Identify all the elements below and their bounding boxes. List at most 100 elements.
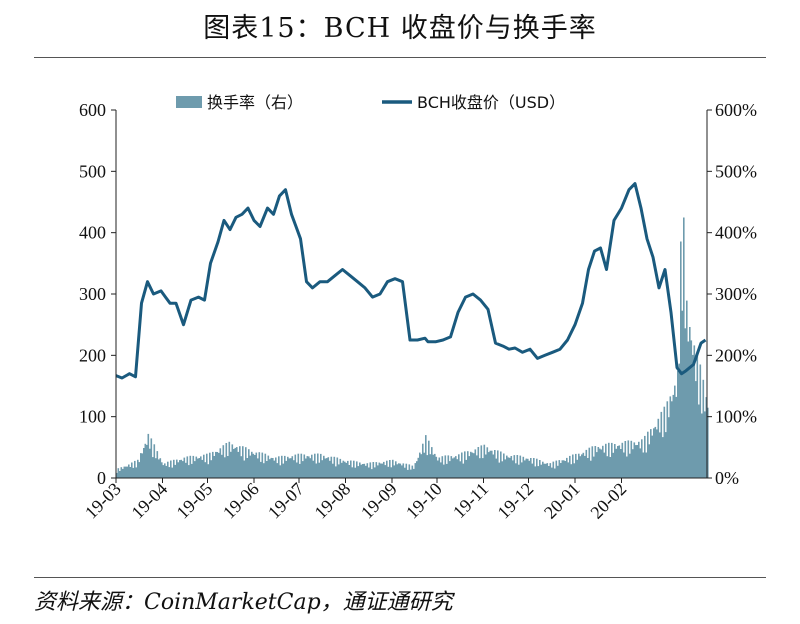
turnover-bar	[282, 463, 285, 478]
turnover-bar	[257, 458, 259, 478]
turnover-bar	[581, 454, 583, 478]
turnover-bar	[540, 464, 543, 478]
turnover-bar	[410, 469, 412, 478]
turnover-bar	[677, 371, 679, 478]
turnover-bar	[530, 458, 532, 478]
turnover-bar	[449, 461, 451, 478]
turnover-bar	[425, 435, 427, 478]
turnover-bar	[200, 456, 202, 478]
turnover-bar	[365, 465, 367, 478]
bottom-rule	[34, 577, 766, 578]
turnover-bar	[345, 462, 348, 478]
turnover-bar	[231, 444, 234, 478]
turnover-bar	[578, 453, 580, 478]
turnover-bar	[480, 445, 483, 478]
turnover-bar	[611, 442, 613, 478]
turnover-bar	[134, 460, 136, 478]
turnover-bar	[356, 461, 358, 478]
turnover-bar	[549, 463, 552, 478]
turnover-bar	[638, 441, 640, 478]
y-right-tick-label: 500%	[715, 161, 757, 181]
turnover-bar	[701, 413, 703, 478]
turnover-bar	[296, 462, 298, 478]
turnover-bar	[623, 452, 625, 478]
turnover-bar	[372, 462, 375, 478]
turnover-bar	[375, 462, 378, 478]
turnover-bar	[648, 444, 651, 478]
turnover-bar	[245, 447, 247, 478]
turnover-bar	[602, 445, 604, 478]
turnover-bar	[153, 444, 156, 478]
turnover-bar	[179, 460, 181, 478]
turnover-bar	[695, 381, 697, 478]
turnover-bar	[434, 453, 436, 478]
turnover-bar	[164, 463, 166, 478]
turnover-bar	[705, 397, 708, 478]
turnover-bar	[174, 464, 177, 478]
x-tick-label: 19-04	[127, 479, 171, 523]
turnover-bar	[213, 456, 216, 478]
turnover-bar	[444, 455, 447, 478]
turnover-bar	[659, 432, 661, 478]
turnover-bar	[461, 452, 463, 478]
turnover-bar	[327, 457, 330, 478]
turnover-bar	[384, 465, 387, 478]
turnover-bar	[185, 462, 187, 478]
turnover-bar	[290, 458, 292, 478]
turnover-bar	[432, 454, 435, 478]
turnover-bar	[116, 472, 118, 478]
turnover-bar	[492, 454, 495, 478]
turnover-bar	[582, 452, 585, 478]
turnover-bar	[441, 456, 444, 478]
turnover-bar	[276, 463, 279, 478]
turnover-bar	[585, 449, 588, 478]
turnover-bar	[291, 456, 294, 478]
turnover-bar	[266, 461, 268, 478]
turnover-bar	[407, 469, 409, 478]
turnover-bar	[215, 451, 217, 478]
turnover-bar	[653, 428, 655, 478]
turnover-bar	[507, 457, 510, 478]
turnover-bar	[293, 460, 295, 478]
y-right-tick-label: 100%	[715, 407, 757, 427]
turnover-bar	[330, 456, 333, 478]
turnover-bar	[146, 444, 148, 478]
turnover-bar	[342, 460, 345, 478]
turnover-bar	[596, 452, 598, 478]
turnover-bar	[165, 465, 168, 478]
turnover-bar	[485, 454, 487, 478]
turnover-bar	[240, 456, 243, 478]
turnover-bar	[278, 456, 280, 478]
turnover-bar	[158, 459, 160, 478]
turnover-bar	[401, 465, 403, 478]
turnover-bar	[635, 445, 637, 478]
turnover-bar	[683, 217, 685, 478]
turnover-bar	[569, 455, 571, 478]
turnover-bar	[392, 459, 394, 478]
turnover-bar	[633, 442, 636, 478]
turnover-bar	[419, 452, 421, 478]
turnover-bar	[171, 467, 174, 478]
turnover-bar	[186, 456, 189, 478]
turnover-bar	[207, 464, 210, 478]
turnover-bar	[405, 463, 408, 478]
turnover-bar	[632, 449, 634, 478]
turnover-bar	[462, 463, 465, 478]
turnover-bar	[590, 460, 592, 478]
turnover-bar	[597, 447, 600, 478]
turnover-bar	[306, 456, 309, 478]
turnover-bar	[506, 455, 508, 478]
turnover-bar	[579, 456, 582, 478]
turnover-bar	[183, 457, 186, 478]
turnover-bar	[624, 441, 627, 478]
y-right-tick-label: 300%	[715, 284, 757, 304]
turnover-bar	[182, 461, 184, 478]
turnover-bar	[269, 459, 271, 478]
turnover-bar	[351, 467, 354, 478]
turnover-bar	[645, 452, 648, 478]
turnover-bar	[194, 461, 196, 478]
turnover-bar	[486, 447, 489, 478]
x-tick-label: 19-09	[357, 479, 401, 523]
turnover-bar	[423, 452, 426, 478]
